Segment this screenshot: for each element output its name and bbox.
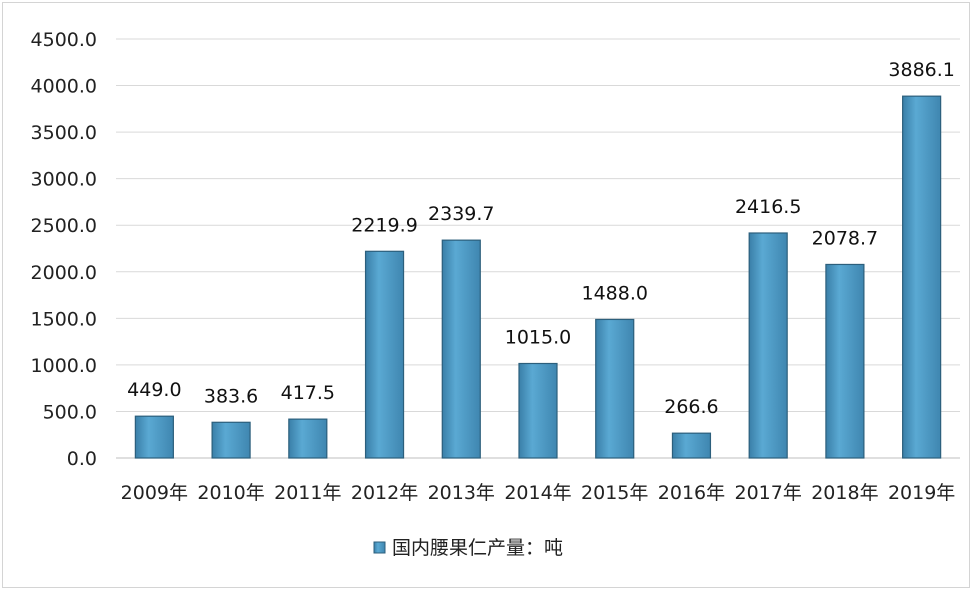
bar: [671, 432, 712, 459]
x-tick-label: 2013年: [428, 482, 495, 504]
y-tick-label: 4500.0: [31, 29, 97, 51]
data-label: 417.5: [281, 382, 335, 404]
bars: 449.0 383.6 417.5 2219.9 2339.7 1015.0 1488.0 2…: [127, 59, 955, 459]
y-tick-label: 0.0: [67, 448, 97, 470]
x-tick-label: 2009年: [121, 482, 188, 504]
bar: [441, 239, 481, 459]
x-tick-label: 2016年: [658, 482, 725, 504]
bar: [595, 318, 635, 459]
x-tick-label: 2014年: [504, 482, 571, 504]
bar: [364, 250, 405, 459]
x-tick-label: 2019年: [888, 482, 955, 504]
data-label: 1488.0: [581, 282, 647, 304]
legend-swatch: [373, 541, 386, 554]
x-tick-label: 2010年: [197, 482, 264, 504]
x-tick-label: 2012年: [351, 482, 418, 504]
bar: [288, 418, 328, 459]
y-tick-label: 1500.0: [31, 308, 97, 330]
y-tick-label: 3500.0: [31, 122, 97, 144]
bar: [211, 421, 251, 459]
data-label: 266.6: [664, 396, 718, 418]
y-tick-label: 500.0: [43, 401, 97, 423]
y-tick-label: 2000.0: [31, 262, 97, 284]
bar: [748, 232, 788, 459]
x-tick-label: 2017年: [735, 482, 802, 504]
data-label: 2219.9: [351, 214, 417, 236]
bar: [902, 95, 942, 459]
legend-label: 国内腰果仁产量：吨: [392, 537, 563, 559]
data-label: 2078.7: [812, 227, 878, 249]
bar: [825, 263, 865, 459]
data-label: 3886.1: [888, 59, 954, 81]
legend: 国内腰果仁产量：吨: [373, 537, 563, 559]
y-tick-label: 4000.0: [31, 76, 97, 98]
x-axis: 2009年 2010年 2011年 2012年 2013年 2014年 2015年 2016年…: [121, 482, 956, 504]
bar: [134, 415, 174, 459]
y-tick-label: 3000.0: [31, 169, 97, 191]
data-label: 2416.5: [735, 196, 801, 218]
y-tick-label: 1000.0: [31, 355, 97, 377]
data-label: 383.6: [204, 385, 258, 407]
x-tick-label: 2018年: [811, 482, 878, 504]
y-axis: 0.0 500.0 1000.0 1500.0 2000.0 2500.0 3000.0 35…: [31, 29, 97, 470]
bar: [518, 362, 558, 459]
data-label: 1015.0: [505, 326, 571, 348]
chart-frame: [2, 2, 970, 588]
data-label: 2339.7: [428, 203, 494, 225]
x-tick-label: 2011年: [274, 482, 341, 504]
data-label: 449.0: [127, 379, 181, 401]
y-tick-label: 2500.0: [31, 215, 97, 237]
x-tick-label: 2015年: [581, 482, 648, 504]
gridlines: [116, 38, 960, 459]
